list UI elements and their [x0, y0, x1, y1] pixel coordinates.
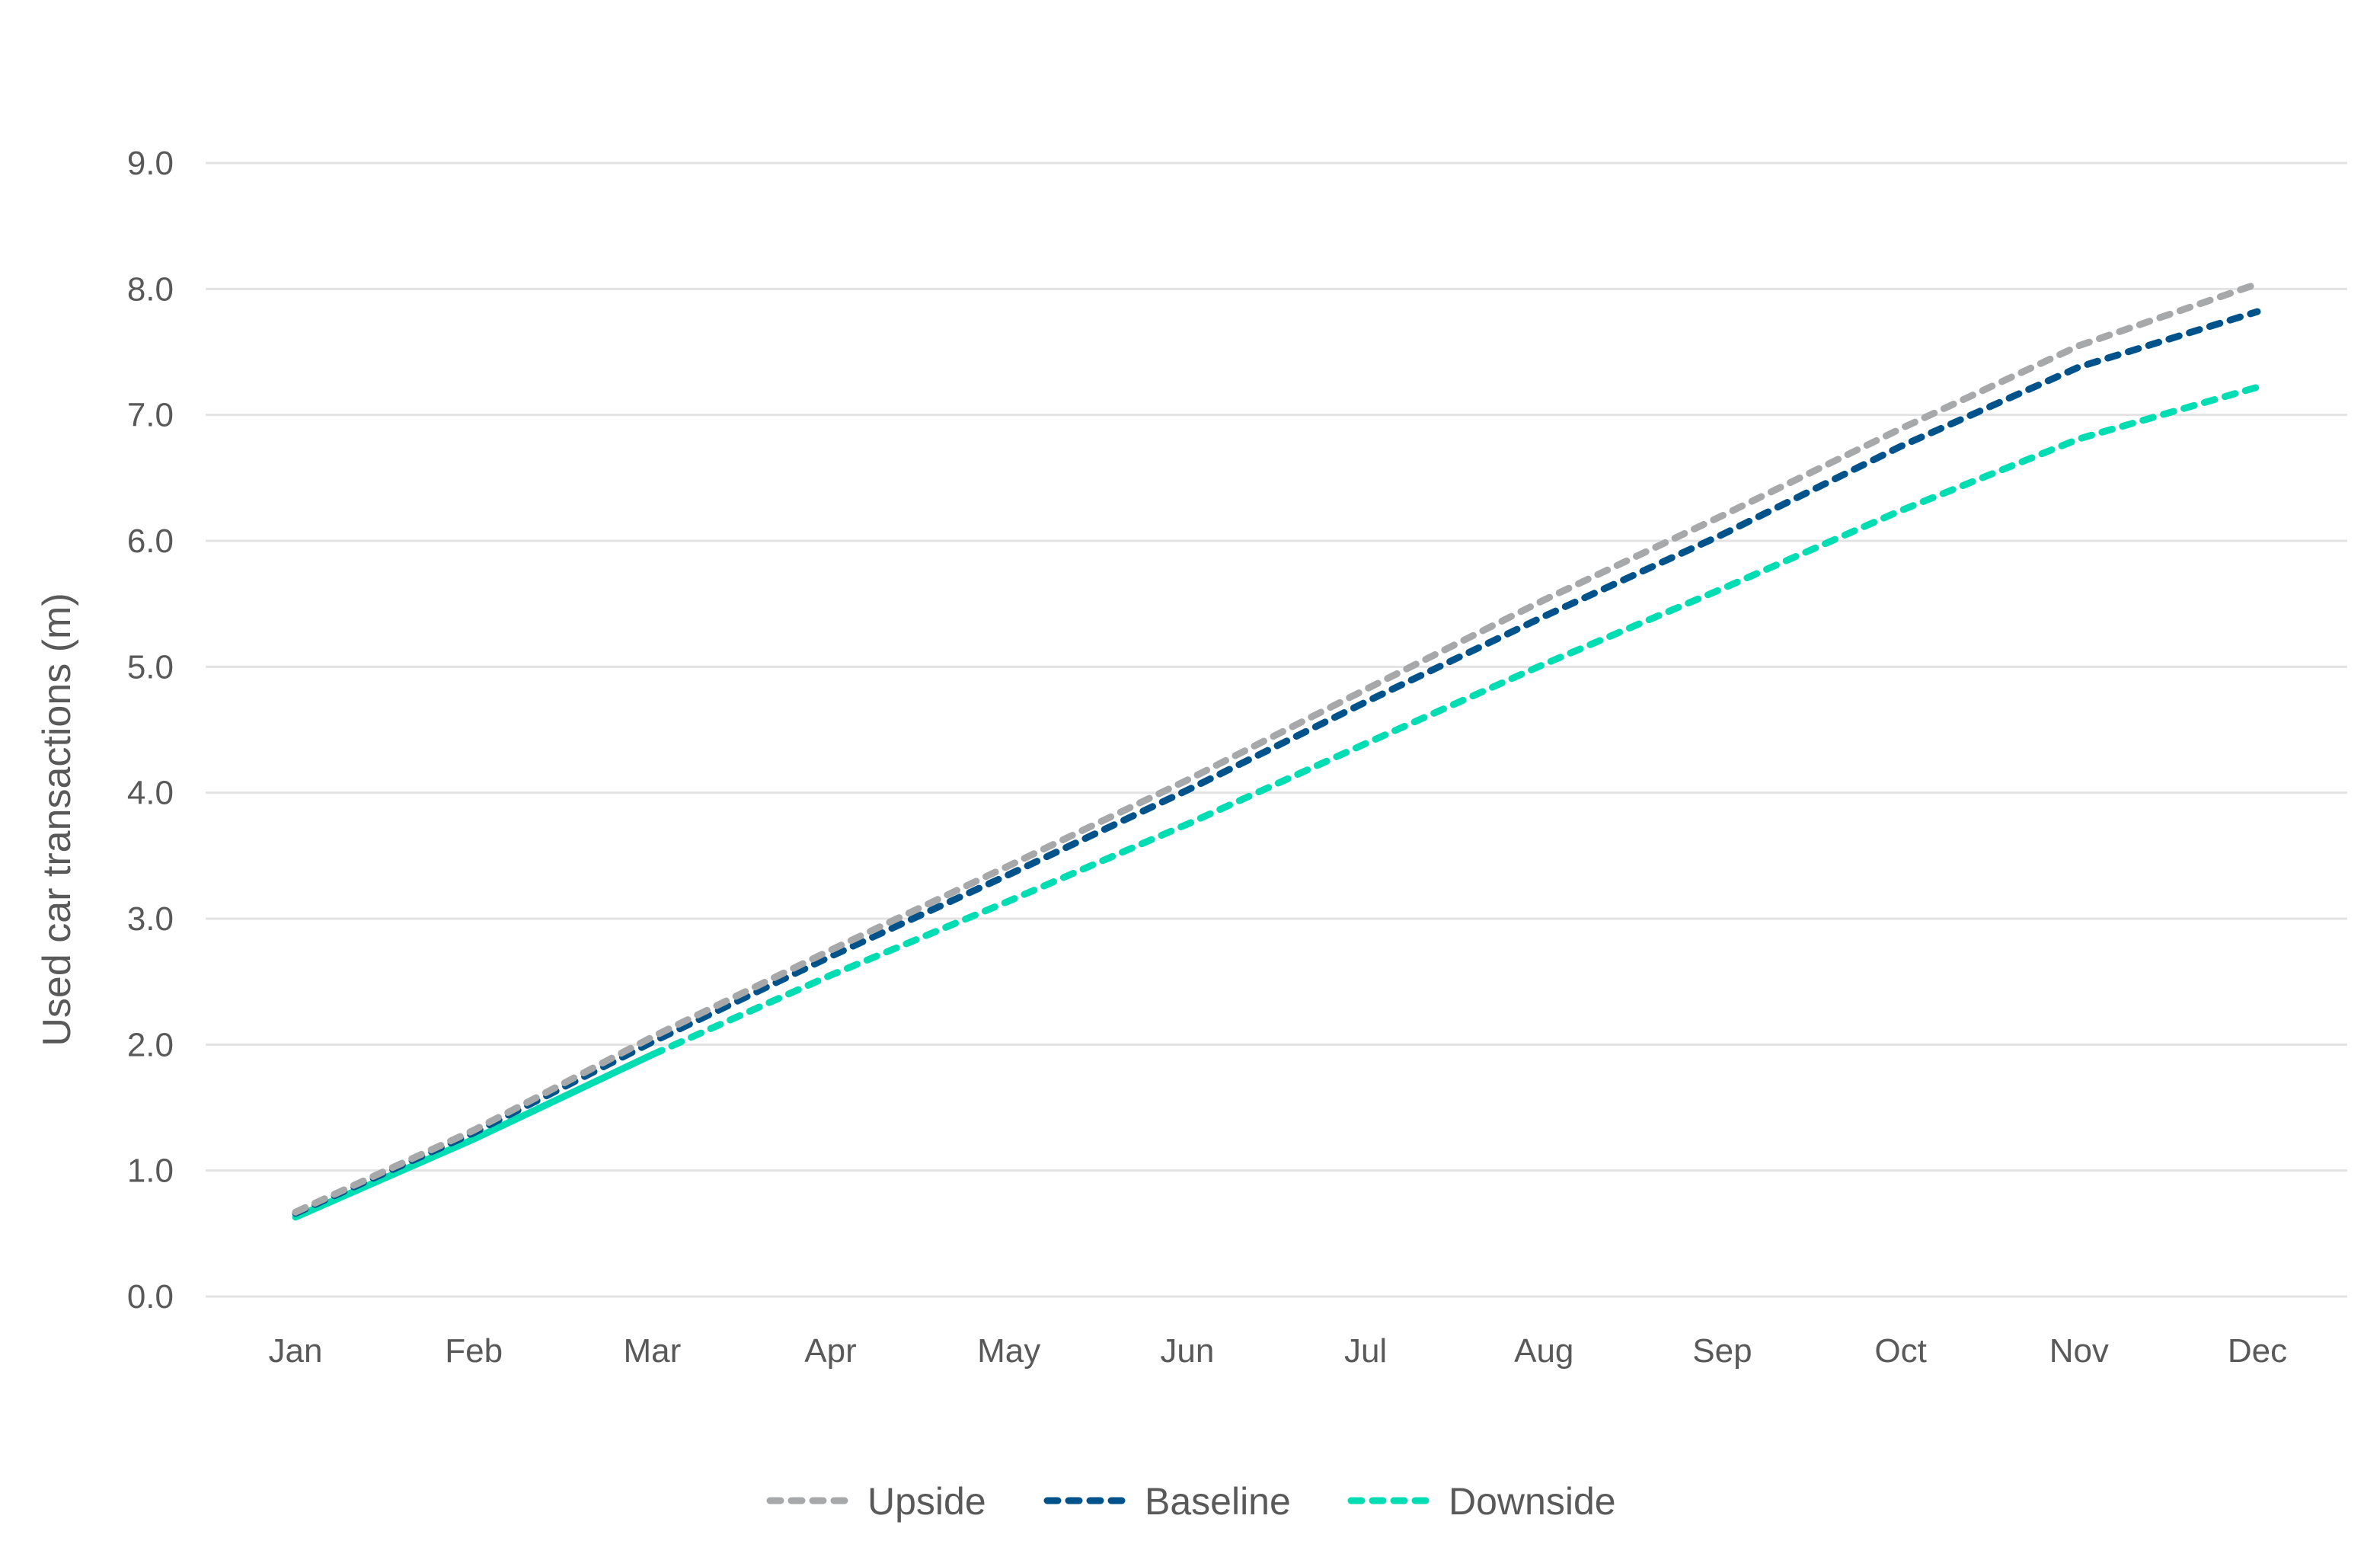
y-tick-label: 1.0 [127, 1153, 174, 1190]
x-tick-label: Dec [2228, 1332, 2287, 1370]
series-line-forecast [648, 383, 2261, 1059]
y-tick-label: 9.0 [127, 145, 174, 182]
y-tick-label: 2.0 [127, 1026, 174, 1063]
y-tick-label: 5.0 [127, 648, 174, 686]
legend-item-baseline: Baseline [1043, 1480, 1291, 1523]
y-tick-label: 3.0 [127, 900, 174, 938]
x-axis-ticks: Jan Feb Mar Apr May Jun Jul Aug Sep Oct Nov Dec [269, 1332, 2288, 1370]
legend: Upside Baseline Downside [766, 1480, 1616, 1523]
y-tick-label: 7.0 [127, 397, 174, 434]
y-tick-label: 6.0 [127, 523, 174, 560]
x-tick-label: Feb [445, 1332, 503, 1370]
legend-label: Upside [867, 1480, 986, 1523]
series-line-forecast [292, 308, 2261, 1217]
x-tick-label: Jul [1344, 1332, 1387, 1370]
x-tick-label: Nov [2049, 1332, 2109, 1370]
y-axis-ticks: 0.0 1.0 2.0 3.0 4.0 5.0 6.0 7.0 8.0 9.0 [127, 145, 174, 1316]
x-tick-label: Jun [1160, 1332, 1214, 1370]
legend-item-upside: Upside [766, 1480, 986, 1523]
y-tick-label: 0.0 [127, 1278, 174, 1316]
x-tick-label: Sep [1692, 1332, 1752, 1370]
legend-label: Downside [1449, 1480, 1616, 1523]
x-tick-label: Aug [1514, 1332, 1573, 1370]
x-tick-label: Jan [269, 1332, 323, 1370]
series-line-forecast [292, 280, 2261, 1216]
series-lines [292, 280, 2261, 1221]
series-upside [292, 280, 2261, 1216]
y-tick-label: 4.0 [127, 775, 174, 812]
y-axis-label: Used car transactions (m) [35, 593, 79, 1046]
series-downside [292, 383, 2261, 1221]
x-tick-label: Apr [804, 1332, 856, 1370]
x-tick-label: Oct [1874, 1332, 1926, 1370]
legend-item-downside: Downside [1347, 1480, 1616, 1523]
x-tick-label: May [977, 1332, 1040, 1370]
legend-label: Baseline [1145, 1480, 1291, 1523]
gridlines [206, 161, 2347, 1298]
y-tick-label: 8.0 [127, 270, 174, 308]
series-baseline [292, 308, 2261, 1217]
x-tick-label: Mar [623, 1332, 681, 1370]
